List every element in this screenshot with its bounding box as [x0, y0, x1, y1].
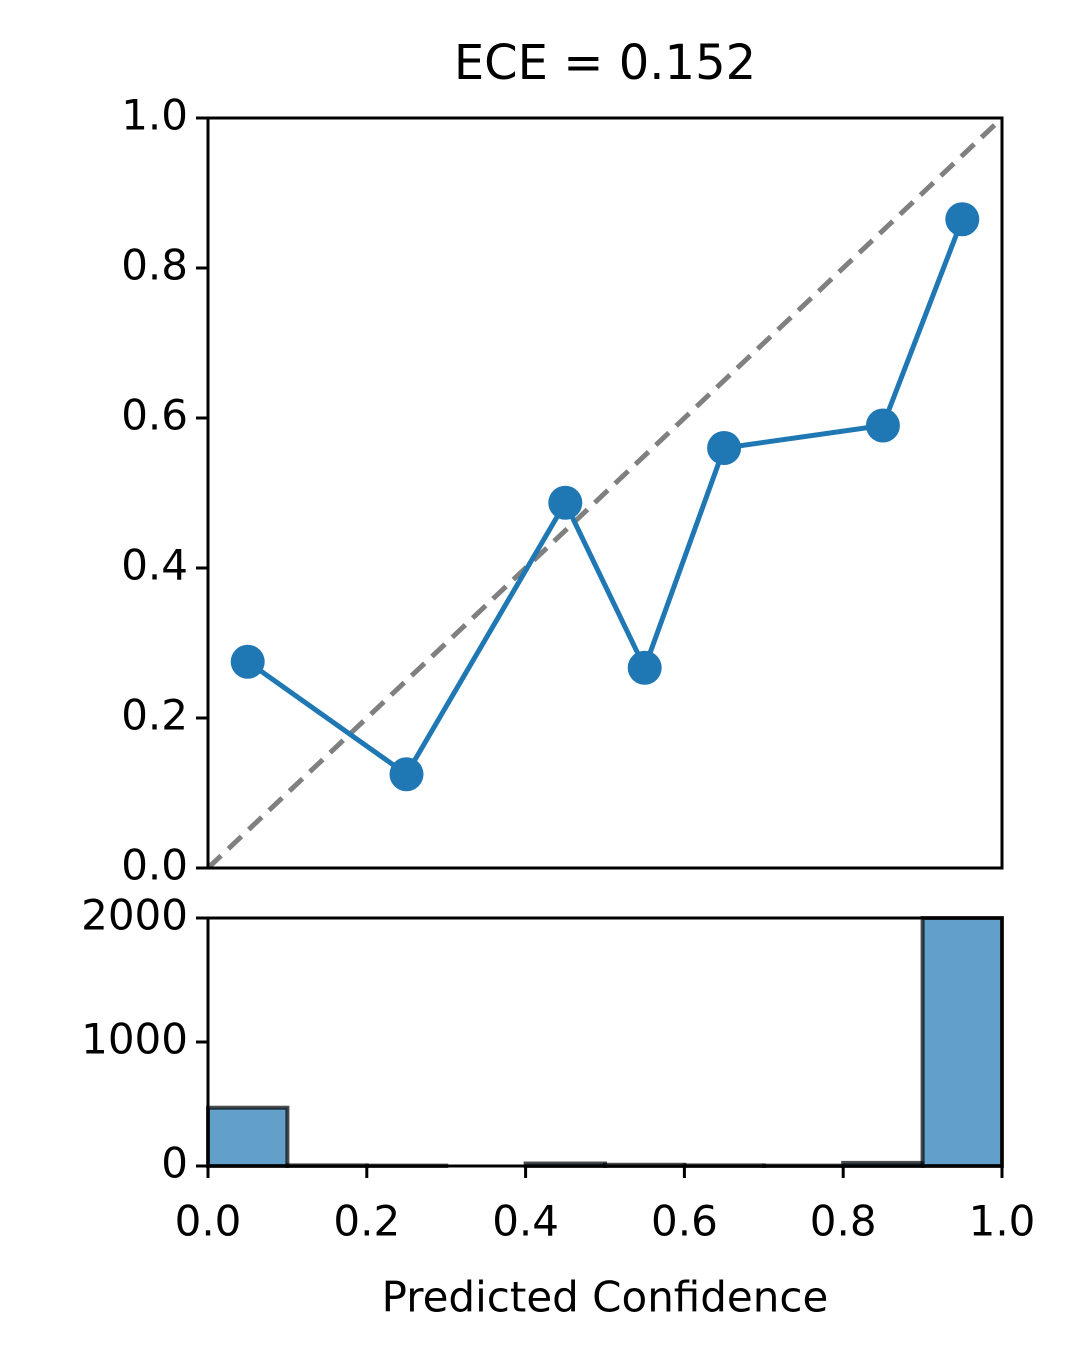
y-tick-label: 1000 — [81, 1015, 188, 1064]
data-point — [548, 485, 583, 520]
y-tick-label: 0.4 — [121, 541, 188, 590]
x-axis-label: Predicted Confidence — [382, 1273, 829, 1322]
reference-line — [206, 116, 1004, 870]
data-point — [945, 202, 980, 237]
series-line — [246, 218, 965, 778]
y-tick-label: 2000 — [81, 891, 188, 940]
chart-title: ECE = 0.152 — [454, 35, 756, 91]
x-tick-label: 0.2 — [333, 1197, 400, 1246]
plot-frame — [206, 116, 1004, 870]
x-tick-label: 0.4 — [492, 1197, 559, 1246]
y-tick-label: 0.0 — [121, 841, 188, 890]
y-tick-label: 0.8 — [121, 241, 188, 290]
y-tick-label: 0.6 — [121, 391, 188, 440]
x-tick-label: 1.0 — [969, 1197, 1036, 1246]
data-point — [389, 757, 424, 792]
data-point — [865, 408, 900, 443]
x-tick-label: 0.0 — [175, 1197, 242, 1246]
y-tick-label: 1.0 — [121, 91, 188, 140]
data-point — [230, 644, 265, 679]
x-tick-label: 0.6 — [651, 1197, 718, 1246]
x-tick-label: 0.8 — [810, 1197, 877, 1246]
data-point — [627, 650, 662, 685]
data-point — [707, 431, 742, 465]
histogram-bar — [206, 1105, 290, 1168]
y-tick-label: 0 — [161, 1139, 188, 1188]
plot-frame — [206, 916, 1004, 1168]
histogram-bar — [920, 916, 1004, 1168]
y-tick-label: 0.2 — [121, 691, 188, 740]
